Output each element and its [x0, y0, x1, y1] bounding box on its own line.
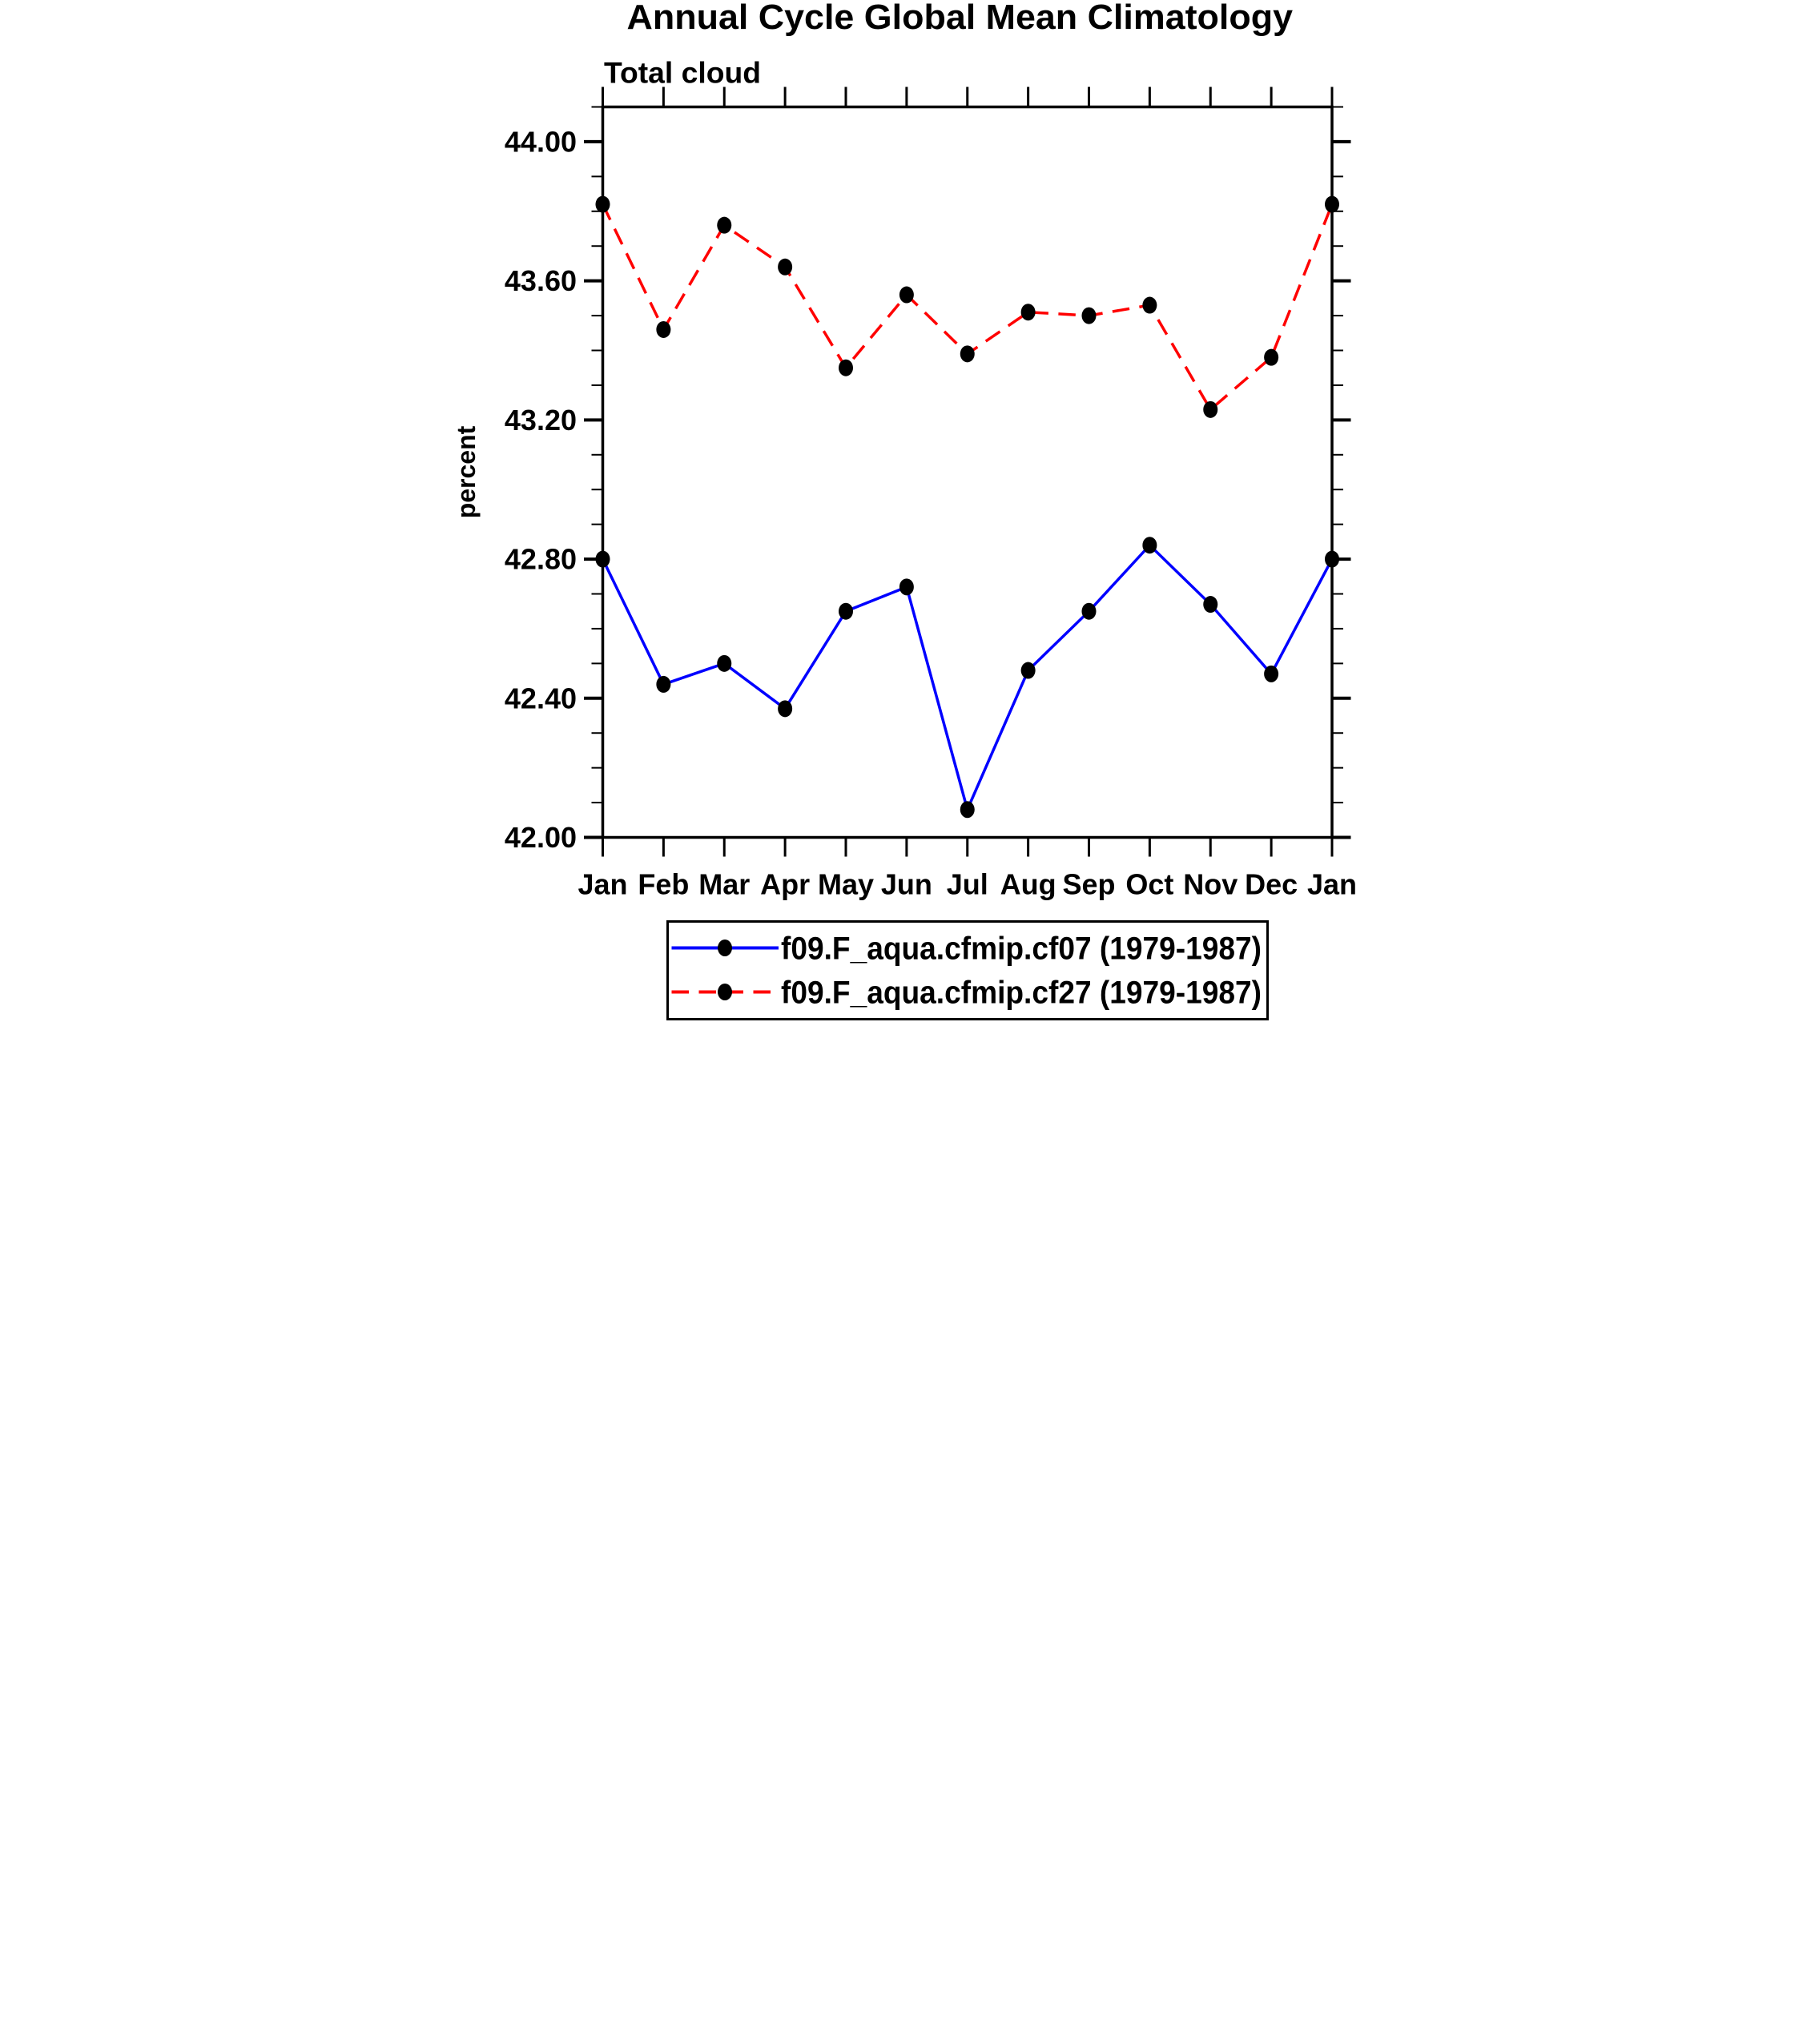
y-axis-tick-label: 42.00 — [505, 821, 577, 854]
climatology-line-chart: Annual Cycle Global Mean Climatology Tot… — [452, 0, 1355, 1022]
x-axis-tick-label: Oct — [1125, 868, 1173, 901]
y-axis-tick-label: 42.40 — [505, 682, 577, 714]
x-axis-tick-label: Aug — [1000, 868, 1056, 901]
data-point-marker — [1264, 665, 1279, 682]
y-axis-tick-label: 43.60 — [505, 264, 577, 297]
data-point-marker — [595, 195, 610, 213]
legend: f09.F_aqua.cfmip.cf07 (1979-1987) f09.F_a… — [666, 920, 1269, 1020]
data-point-marker — [595, 550, 610, 568]
chart-figure: Annual Cycle Global Mean Climatology Tot… — [452, 0, 1355, 1022]
data-point-marker — [839, 602, 853, 620]
x-axis-tick-label: Jan — [578, 868, 627, 901]
data-point-marker — [1325, 550, 1339, 568]
series-layer — [595, 195, 1339, 819]
x-axis-tick-label: Sep — [1062, 868, 1115, 901]
data-point-marker — [1203, 596, 1218, 614]
data-point-marker — [1020, 662, 1036, 679]
y-axis-tick-label: 44.00 — [505, 126, 577, 159]
data-point-marker — [1081, 307, 1097, 324]
x-axis-tick-label: Mar — [698, 868, 750, 901]
data-point-marker — [1264, 348, 1279, 366]
chart-title: Annual Cycle Global Mean Climatology — [627, 0, 1294, 37]
series-line-cf27 — [601, 203, 1334, 412]
x-axis-tick-label: Apr — [760, 868, 810, 901]
data-point-marker — [960, 801, 975, 819]
data-point-marker — [899, 286, 914, 304]
data-point-marker — [656, 675, 671, 693]
data-point-marker — [717, 654, 732, 672]
y-axis-title: percent — [452, 425, 481, 518]
x-axis-tick-label: Jun — [881, 868, 932, 901]
data-point-marker — [839, 359, 853, 376]
legend-label: f09.F_aqua.cfmip.cf27 (1979-1987) — [781, 976, 1262, 1011]
series-line-cf07 — [601, 543, 1334, 815]
data-point-marker — [656, 320, 671, 338]
x-axis-tick-label: Nov — [1183, 868, 1238, 901]
x-axis-tick-label: May — [818, 868, 874, 901]
x-axis-tick-label: Jan — [1307, 868, 1355, 901]
chart-subtitle: Total cloud — [604, 57, 761, 90]
data-point-marker — [1020, 304, 1036, 321]
plot-area: 42.00 42.40 42.80 43.20 43.60 44.00 Jan Feb Mar A… — [505, 87, 1355, 901]
data-point-marker — [778, 258, 793, 276]
data-point-marker — [778, 700, 793, 718]
axis-frame — [601, 105, 1334, 839]
x-axis-tick-label: Dec — [1245, 868, 1298, 901]
legend-box — [666, 920, 1269, 1020]
data-point-marker — [1325, 195, 1339, 213]
data-point-marker — [1142, 296, 1157, 314]
y-axis-tick-label: 42.80 — [505, 543, 577, 576]
legend-marker — [718, 984, 732, 1000]
y-axis-tick-label: 43.20 — [505, 404, 577, 437]
x-axis-tick-label: Feb — [638, 868, 689, 901]
legend-marker — [718, 940, 732, 956]
x-axis-tick-label: Jul — [947, 868, 988, 901]
data-point-marker — [717, 216, 732, 234]
data-point-marker — [960, 345, 975, 363]
data-point-marker — [1203, 400, 1218, 418]
data-point-marker — [1142, 537, 1157, 554]
data-point-marker — [899, 578, 914, 596]
legend-label: f09.F_aqua.cfmip.cf07 (1979-1987) — [781, 931, 1262, 967]
data-point-marker — [1081, 602, 1097, 620]
